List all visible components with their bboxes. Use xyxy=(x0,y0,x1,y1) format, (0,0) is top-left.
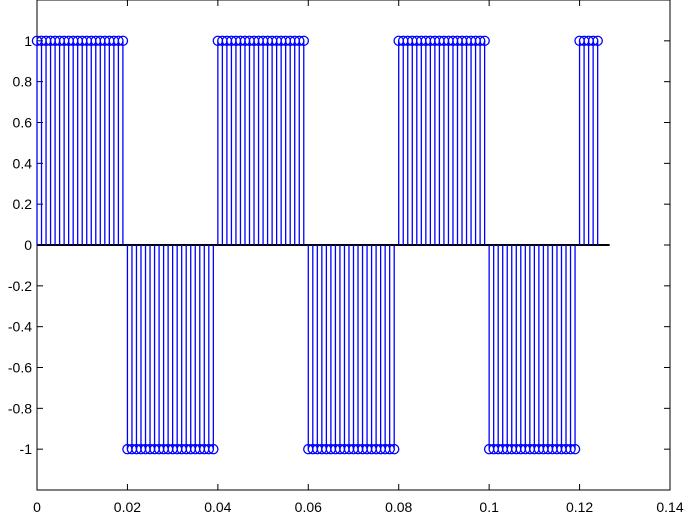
y-tick-label: 0.4 xyxy=(13,155,33,171)
y-tick-labels: 1 0.8 0.6 0.4 0.2 0 -0.2 -0.4 -0.6 -0.8 -1 xyxy=(8,33,32,457)
stem-lines xyxy=(36,40,599,450)
stem-markers xyxy=(31,35,603,455)
stem-marker xyxy=(479,35,490,47)
stem-marker xyxy=(384,443,395,455)
x-tick-label: 0.1 xyxy=(479,499,499,515)
x-tick-label: 0.12 xyxy=(566,499,593,515)
x-tick-labels: 0 0.02 0.04 0.06 0.08 0.1 0.12 0.14 xyxy=(33,499,684,515)
y-tick-label: -0.8 xyxy=(8,400,32,416)
y-tick-label: -0.2 xyxy=(8,278,32,294)
stem-marker xyxy=(113,35,124,47)
stem-marker xyxy=(565,443,576,455)
y-tick-label: 0.6 xyxy=(13,115,33,131)
x-tick-label: 0.14 xyxy=(656,499,683,515)
stem-marker xyxy=(208,443,219,455)
stem-marker xyxy=(117,35,129,47)
y-tick-label: -0.4 xyxy=(8,319,32,335)
stem-marker xyxy=(293,35,305,47)
y-tick-label: -1 xyxy=(20,441,33,457)
x-tick-label: 0.08 xyxy=(385,499,412,515)
stem-marker xyxy=(587,35,599,47)
y-tick-label: 0.8 xyxy=(13,74,33,90)
stem-marker xyxy=(592,35,603,47)
y-tick-label: -0.6 xyxy=(8,360,32,376)
x-tick-label: 0.02 xyxy=(114,499,141,515)
x-tick-label: 0.04 xyxy=(204,499,231,515)
x-tick-label: 0 xyxy=(33,499,41,515)
y-tick-label: 0.2 xyxy=(13,196,33,212)
stem-marker xyxy=(388,443,400,455)
y-tick-label: 1 xyxy=(24,33,32,49)
stem-marker xyxy=(474,35,486,47)
x-tick-label: 0.06 xyxy=(295,499,322,515)
stem-marker xyxy=(298,35,310,47)
y-tick-label: 0 xyxy=(24,237,32,253)
stem-marker xyxy=(569,443,581,455)
stem-marker xyxy=(203,443,215,455)
